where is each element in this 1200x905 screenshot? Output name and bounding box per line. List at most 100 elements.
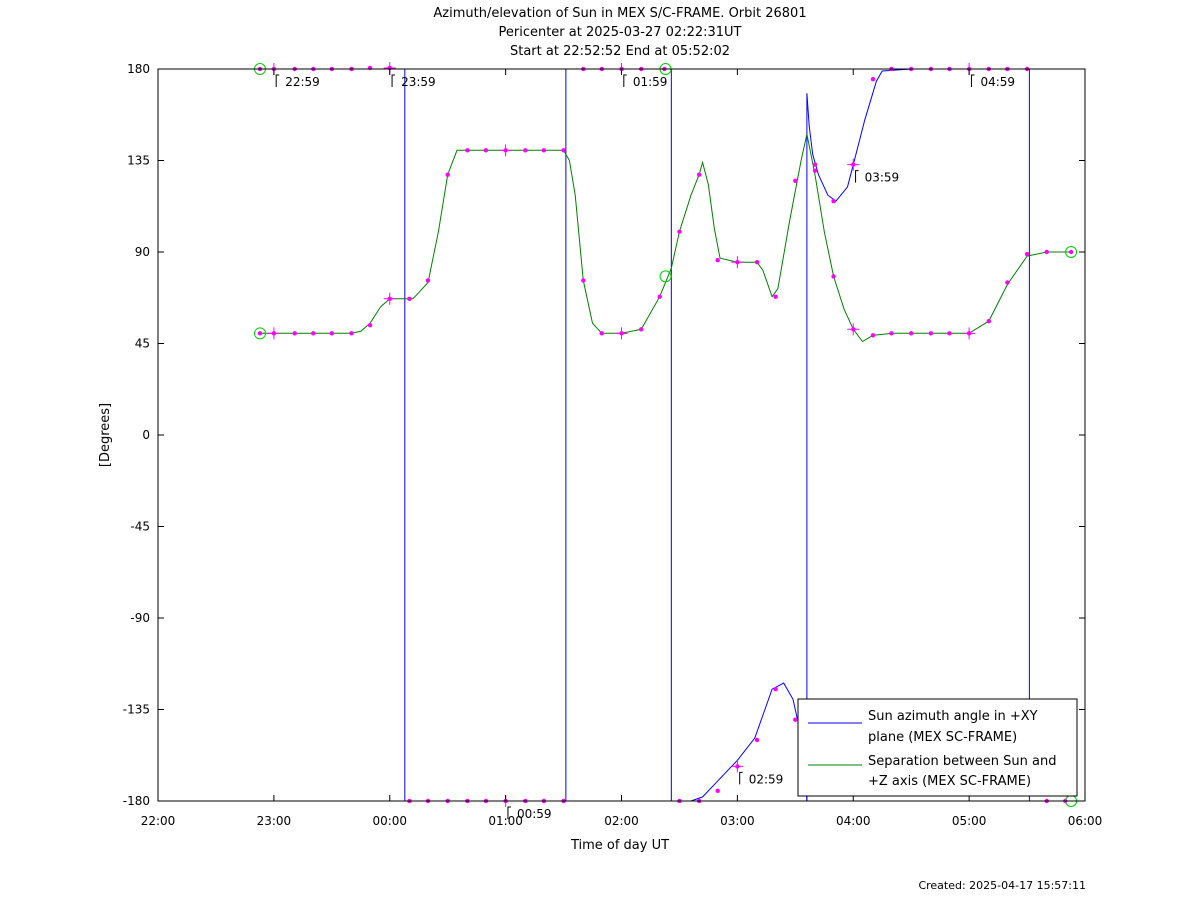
start-end-marker <box>659 270 672 283</box>
marker-separation <box>581 278 586 283</box>
time-annotation: 04:59 <box>980 75 1015 89</box>
marker-separation <box>329 331 335 336</box>
marker-separation <box>257 331 263 336</box>
annotation-hook <box>970 74 975 87</box>
marker-separation <box>541 148 547 153</box>
x-tick-label: 00:00 <box>372 814 407 828</box>
legend: Sun azimuth angle in +XY plane (MEX SC-F… <box>797 698 1078 797</box>
x-tick-label: 06:00 <box>1068 814 1103 828</box>
x-tick-label: 04:00 <box>836 814 871 828</box>
legend-label-separation-line-1: Separation between Sun and <box>868 754 1056 769</box>
time-annotation: 01:59 <box>633 75 668 89</box>
marker-separation <box>561 148 566 153</box>
x-tick-label: 01:00 <box>488 814 523 828</box>
annotation-hook <box>275 74 280 87</box>
y-tick-label: 90 <box>135 245 150 259</box>
marker-separation <box>754 259 760 265</box>
marker-separation <box>523 148 528 153</box>
annotation-hook <box>507 806 511 819</box>
start-end-marker <box>1065 246 1078 258</box>
marker-azimuth <box>793 717 798 722</box>
x-tick-label: 02:00 <box>604 814 639 828</box>
marker-separation <box>367 323 373 328</box>
y-tick-label: 180 <box>127 62 150 76</box>
marker-azimuth <box>773 686 778 692</box>
marker-separation <box>889 331 894 336</box>
marker-separation <box>831 274 836 279</box>
marker-separation <box>638 327 644 332</box>
title-line-1: Azimuth/elevation of Sun in MEX S/C-FRAM… <box>433 6 806 21</box>
marker-separation <box>793 178 798 184</box>
marker-separation <box>599 331 605 336</box>
plot-area-frame <box>157 68 1086 802</box>
annotation-hook <box>623 74 627 87</box>
annotation-hook <box>739 771 743 785</box>
series-line-azimuth <box>671 682 808 802</box>
y-axis-label: [Degrees] <box>98 403 113 467</box>
annotation-hook <box>855 170 859 183</box>
x-tick-label: 23:00 <box>257 814 292 828</box>
marker-separation <box>1005 280 1010 285</box>
y-tick-label: 0 <box>142 428 150 442</box>
marker-separation <box>407 296 412 301</box>
hour-mark <box>847 158 860 171</box>
marker-azimuth <box>812 162 818 167</box>
marker-separation <box>715 257 720 263</box>
legend-label-azimuth-line-2: plane (MEX SC-FRAME) <box>868 730 1017 745</box>
marker-separation <box>773 294 778 299</box>
marker-separation <box>445 172 450 177</box>
start-end-marker <box>253 327 266 340</box>
time-annotation: 22:59 <box>285 75 320 89</box>
created-timestamp: Created: 2025-04-17 15:57:11 <box>918 879 1086 892</box>
legend-label-separation-line-2: +Z axis (MEX SC-FRAME) <box>868 774 1031 789</box>
hour-mark <box>731 256 744 269</box>
title-line-2: Pericenter at 2025-03-27 02:22:31UT <box>498 25 741 40</box>
marker-separation <box>870 333 876 338</box>
time-annotation: 03:59 <box>865 171 900 185</box>
series-line-separation <box>260 133 1072 343</box>
hour-mark <box>731 760 744 773</box>
marker-azimuth <box>831 198 836 204</box>
marker-separation <box>928 331 934 336</box>
marker-separation <box>311 331 316 336</box>
marker-separation <box>1068 249 1074 255</box>
marker-separation <box>986 318 992 324</box>
hour-mark <box>383 292 396 305</box>
marker-azimuth <box>870 76 876 82</box>
marker-separation <box>465 148 470 153</box>
hour-mark <box>847 323 860 336</box>
hour-mark <box>615 327 628 340</box>
marker-separation <box>696 172 702 177</box>
marker-separation <box>947 331 952 336</box>
x-axis-label: Time of day UT <box>570 838 669 853</box>
title-line-3: Start at 22:52:52 End at 05:52:02 <box>510 44 730 59</box>
hour-mark <box>963 327 976 340</box>
marker-separation <box>657 294 662 299</box>
marker-azimuth <box>367 65 373 71</box>
hour-mark <box>499 144 512 157</box>
y-tick-label: -135 <box>123 703 150 717</box>
x-tick-label: 22:00 <box>141 814 176 828</box>
marker-separation <box>1044 249 1049 255</box>
marker-separation <box>349 331 354 336</box>
y-tick-label: -45 <box>130 520 150 534</box>
marker-azimuth <box>715 788 720 794</box>
x-tick-label: 03:00 <box>720 814 755 828</box>
y-tick-label: 135 <box>127 154 150 168</box>
marker-separation <box>677 229 682 234</box>
marker-azimuth <box>754 737 760 743</box>
y-tick-label: -180 <box>123 794 150 808</box>
time-annotation: 02:59 <box>749 772 784 786</box>
y-tick-label: -90 <box>130 611 150 625</box>
y-tick-label: 45 <box>135 337 150 351</box>
legend-label-azimuth-line-1: Sun azimuth angle in +XY <box>868 709 1038 724</box>
marker-separation <box>1024 251 1030 257</box>
time-annotation: 00:59 <box>517 807 552 821</box>
marker-separation <box>908 331 914 336</box>
chart-title: Azimuth/elevation of Sun in MEX S/C-FRAM… <box>433 6 806 59</box>
time-annotation: 23:59 <box>401 75 436 89</box>
marker-separation <box>483 148 489 153</box>
marker-separation <box>812 168 818 173</box>
legend-box <box>797 698 1078 797</box>
